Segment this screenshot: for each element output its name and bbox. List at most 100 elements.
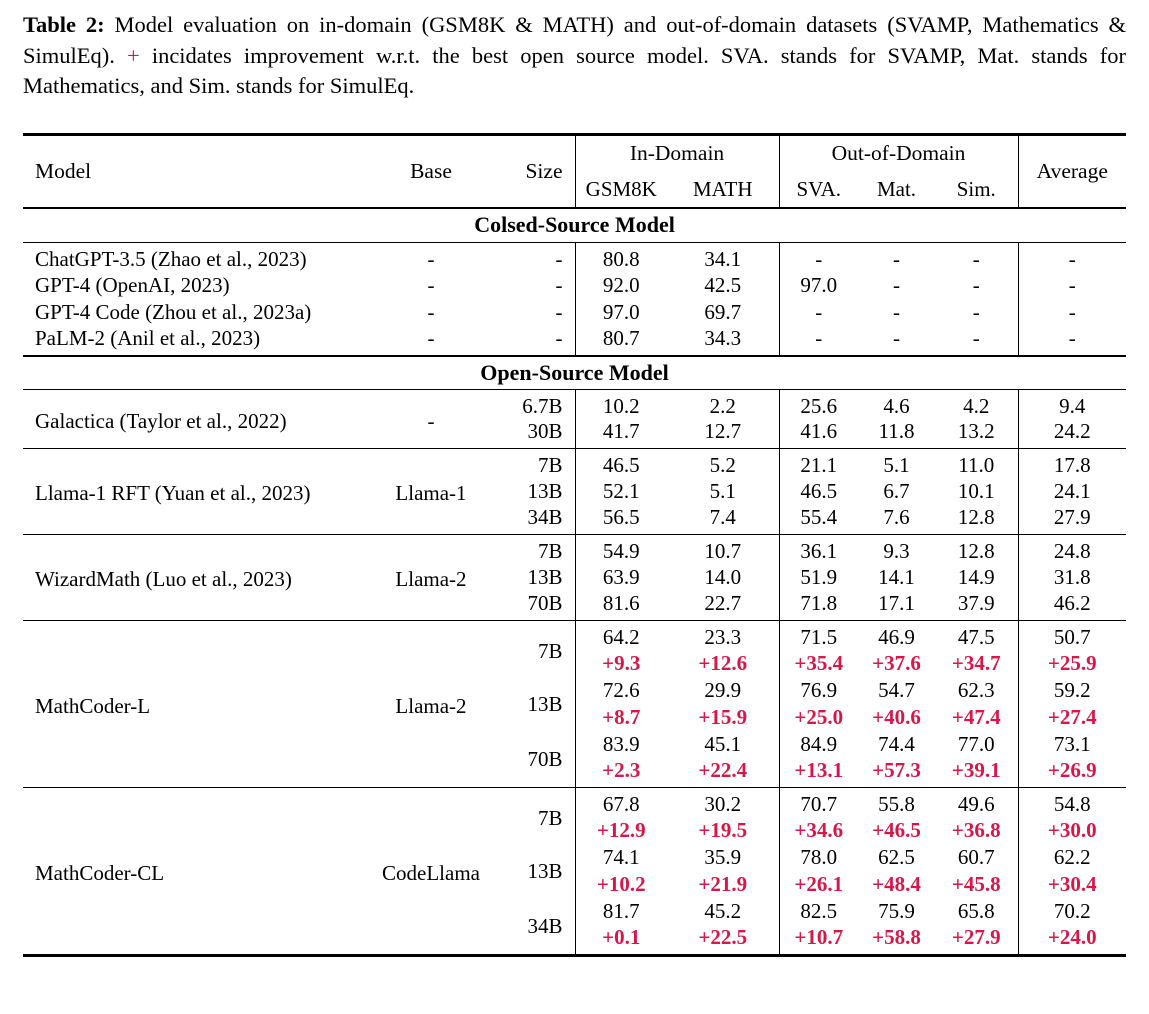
section-title-open-source: Open-Source Model bbox=[23, 354, 1127, 390]
value-cell-sim: 47.5 bbox=[957, 625, 995, 649]
base-cell: Llama-2 bbox=[395, 567, 467, 591]
value-cell-gsm8k: 10.2 bbox=[574, 389, 667, 419]
header-size: Size bbox=[525, 158, 563, 183]
size-cell: 13B bbox=[527, 565, 563, 589]
value-cell-average: 9.4 bbox=[1017, 389, 1127, 419]
improvement-cell-mat: +37.6 bbox=[872, 651, 921, 675]
value-cell-sim: 4.2 bbox=[963, 394, 990, 418]
value-cell-math: 5.2 bbox=[709, 453, 736, 477]
size-cell: 7B bbox=[537, 453, 563, 477]
model-cell: ChatGPT-3.5 (Zhao et al., 2023) bbox=[35, 246, 307, 271]
improvement-cell-math: +19.5 bbox=[698, 818, 748, 842]
size-cell: 7B bbox=[537, 805, 563, 830]
improvement-cell-sim: +39.1 bbox=[951, 758, 1001, 782]
size-cell: 70B bbox=[527, 591, 563, 615]
value-cell-math: 45.1 bbox=[704, 732, 742, 756]
value-cell-sva: 55.4 bbox=[778, 505, 858, 535]
value-cell-sim: 12.8 bbox=[957, 539, 995, 563]
value-cell-sim: - bbox=[972, 246, 980, 271]
value-cell-gsm8k: 81.7 bbox=[574, 898, 667, 925]
value-cell-mat: - bbox=[893, 272, 900, 297]
value-cell-math: 69.7 bbox=[704, 299, 742, 324]
improvement-cell-gsm8k: +2.3 bbox=[574, 758, 667, 788]
improvement-cell-sim: +27.9 bbox=[951, 925, 1001, 949]
improvement-cell-mat: +57.3 bbox=[872, 758, 921, 782]
value-cell-average: 24.2 bbox=[1017, 419, 1127, 449]
value-cell-sva: 76.9 bbox=[778, 677, 858, 704]
value-cell-mat: 14.1 bbox=[878, 565, 915, 589]
value-cell-math: 22.7 bbox=[704, 591, 742, 615]
model-cell: MathCoder-CL bbox=[35, 860, 165, 885]
value-cell-average: - bbox=[1017, 242, 1127, 272]
base-cell: Llama-2 bbox=[395, 693, 467, 718]
size-cell: 13B bbox=[527, 691, 563, 716]
base-cell: Llama-1 bbox=[395, 481, 467, 505]
size-cell: 70B bbox=[527, 746, 563, 771]
header-average: Average bbox=[1017, 134, 1127, 208]
value-cell-mat: 46.9 bbox=[878, 625, 915, 649]
value-cell-gsm8k: 54.9 bbox=[574, 534, 667, 564]
header-sva: SVA. bbox=[778, 171, 858, 208]
header-model: Model bbox=[35, 158, 92, 183]
value-cell-sim: 10.1 bbox=[957, 479, 995, 503]
improvement-cell-sim: +36.8 bbox=[951, 818, 1001, 842]
value-cell-sim: 11.0 bbox=[958, 453, 995, 477]
value-cell-mat: 5.1 bbox=[883, 453, 910, 477]
value-cell-math: 45.2 bbox=[704, 899, 742, 923]
value-cell-sva: 46.5 bbox=[778, 478, 858, 505]
value-cell-sva: 21.1 bbox=[778, 448, 858, 478]
value-cell-sva: - bbox=[778, 298, 858, 326]
improvement-cell-sva: +25.0 bbox=[778, 704, 858, 731]
improvement-cell-sva: +10.7 bbox=[778, 925, 858, 956]
improvement-cell-average: +30.0 bbox=[1017, 817, 1127, 844]
improvement-cell-gsm8k: +10.2 bbox=[574, 871, 667, 898]
improvement-cell-mat: +46.5 bbox=[872, 818, 921, 842]
model-cell: PaLM-2 (Anil et al., 2023) bbox=[35, 325, 261, 350]
value-cell-average: 62.2 bbox=[1017, 844, 1127, 871]
value-cell-gsm8k: 80.8 bbox=[574, 242, 667, 272]
value-cell-math: 2.2 bbox=[709, 394, 736, 418]
value-cell-sva: 84.9 bbox=[778, 731, 858, 758]
value-cell-mat: 62.5 bbox=[878, 845, 915, 869]
value-cell-sim: 13.2 bbox=[957, 419, 995, 443]
improvement-cell-mat: +40.6 bbox=[872, 705, 921, 729]
improvement-cell-math: +15.9 bbox=[698, 705, 748, 729]
value-cell-sva: 71.5 bbox=[778, 620, 858, 650]
value-cell-average: 50.7 bbox=[1017, 620, 1127, 650]
value-cell-average: 17.8 bbox=[1017, 448, 1127, 478]
improvement-cell-math: +22.4 bbox=[698, 758, 748, 782]
model-cell: Galactica (Taylor et al., 2022) bbox=[35, 408, 287, 433]
value-cell-mat: 7.6 bbox=[883, 505, 910, 529]
value-cell-sva: - bbox=[778, 325, 858, 356]
value-cell-gsm8k: 72.6 bbox=[574, 677, 667, 704]
improvement-cell-average: +24.0 bbox=[1017, 925, 1127, 956]
value-cell-math: 34.1 bbox=[704, 246, 742, 271]
value-cell-sva: 25.6 bbox=[778, 389, 858, 419]
size-cell: 34B bbox=[527, 913, 563, 938]
value-cell-gsm8k: 46.5 bbox=[574, 448, 667, 478]
improvement-cell-sva: +35.4 bbox=[778, 650, 858, 677]
value-cell-sva: 70.7 bbox=[778, 787, 858, 817]
value-cell-sva: 36.1 bbox=[778, 534, 858, 564]
value-cell-math: 23.3 bbox=[704, 625, 742, 649]
value-cell-gsm8k: 81.6 bbox=[574, 591, 667, 621]
base-cell: - bbox=[427, 299, 435, 324]
value-cell-sva: 78.0 bbox=[778, 844, 858, 871]
value-cell-average: 31.8 bbox=[1017, 564, 1127, 591]
value-cell-mat: 54.7 bbox=[878, 678, 915, 702]
size-cell: - bbox=[555, 246, 563, 271]
base-cell: - bbox=[427, 408, 435, 433]
value-cell-math: 12.7 bbox=[704, 419, 742, 443]
improvement-cell-gsm8k: +12.9 bbox=[574, 817, 667, 844]
value-cell-gsm8k: 74.1 bbox=[574, 844, 667, 871]
value-cell-average: 70.2 bbox=[1017, 898, 1127, 925]
value-cell-mat: 17.1 bbox=[878, 591, 915, 615]
value-cell-sva: 51.9 bbox=[778, 564, 858, 591]
value-cell-mat: 4.6 bbox=[883, 394, 910, 418]
value-cell-gsm8k: 64.2 bbox=[574, 620, 667, 650]
header-in-domain: In-Domain bbox=[574, 134, 779, 171]
size-cell: 6.7B bbox=[522, 394, 563, 418]
value-cell-sim: - bbox=[972, 272, 980, 297]
value-cell-mat: 55.8 bbox=[878, 792, 915, 816]
improvement-cell-sva: +34.6 bbox=[778, 817, 858, 844]
